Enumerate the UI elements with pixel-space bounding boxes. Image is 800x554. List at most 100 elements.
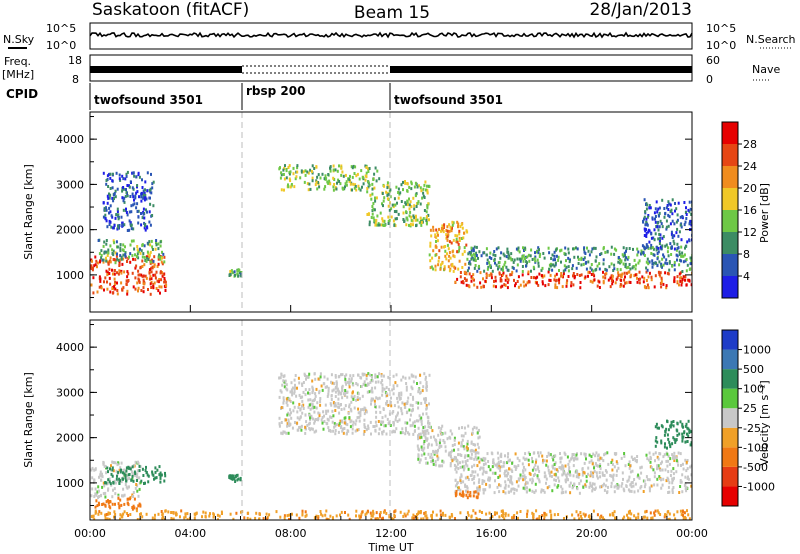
data-cell <box>235 474 238 477</box>
data-cell <box>616 486 619 490</box>
data-cell <box>487 476 490 480</box>
data-cell <box>410 205 413 209</box>
freq-label-line1: Freq. <box>4 55 31 68</box>
data-cell <box>429 228 432 232</box>
data-cell <box>345 382 348 386</box>
data-cell <box>415 215 417 219</box>
data-cell <box>558 269 560 272</box>
data-cell <box>669 242 672 246</box>
time-tick-label: 16:00 <box>475 527 507 540</box>
data-cell <box>417 434 419 438</box>
data-cell <box>367 382 370 386</box>
data-cell <box>629 464 632 468</box>
data-cell <box>538 248 540 252</box>
data-cell <box>599 456 602 460</box>
data-cell <box>584 275 587 279</box>
data-cell <box>112 480 115 484</box>
data-cell <box>527 280 530 283</box>
data-cell <box>637 475 640 479</box>
data-cell <box>653 228 656 232</box>
data-cell <box>501 273 504 277</box>
data-cell <box>131 271 134 275</box>
data-cell <box>628 280 631 284</box>
data-cell <box>294 383 296 387</box>
data-cell <box>482 469 485 473</box>
data-cell <box>686 509 688 513</box>
data-cell <box>604 276 607 280</box>
data-cell <box>531 481 534 485</box>
data-cell <box>418 221 421 225</box>
data-cell <box>287 183 289 187</box>
data-cell <box>457 486 460 490</box>
data-cell <box>553 513 556 517</box>
data-cell <box>371 182 374 186</box>
data-cell <box>126 170 129 174</box>
data-cell <box>97 485 100 489</box>
data-cell <box>508 458 511 462</box>
data-cell <box>599 485 601 489</box>
data-cell <box>464 485 467 489</box>
data-cell <box>611 513 614 517</box>
data-cell <box>512 516 515 520</box>
data-cell <box>139 251 142 255</box>
data-cell <box>525 480 528 484</box>
data-cell <box>606 451 609 455</box>
data-cell <box>122 471 124 475</box>
data-cell <box>116 210 119 214</box>
data-cell <box>566 279 569 283</box>
data-cell <box>653 475 656 479</box>
data-cell <box>447 233 450 237</box>
data-cell <box>439 513 442 517</box>
colorbar-tick-label: 24 <box>743 160 757 173</box>
data-cell <box>451 226 453 230</box>
data-cell <box>151 186 154 190</box>
data-cell <box>414 218 417 222</box>
colorbar-segment <box>722 188 738 210</box>
data-cell <box>463 426 466 430</box>
data-cell <box>473 457 476 461</box>
data-cell <box>141 255 144 259</box>
data-cell <box>280 390 283 394</box>
data-cell <box>464 476 467 480</box>
velocity-yaxis-label: Slant Range [km] <box>22 372 35 468</box>
data-cell <box>151 516 154 520</box>
data-cell <box>340 510 343 514</box>
data-cell <box>491 471 494 475</box>
data-cell <box>421 218 424 222</box>
data-cell <box>149 260 152 264</box>
data-cell <box>107 251 110 255</box>
data-cell <box>469 449 472 453</box>
data-cell <box>186 512 189 516</box>
data-cell <box>100 256 103 260</box>
data-cell <box>409 393 412 396</box>
data-cell <box>387 222 390 225</box>
data-cell <box>304 413 307 417</box>
data-cell <box>651 259 654 263</box>
data-cell <box>381 386 384 390</box>
data-cell <box>540 490 543 494</box>
data-cell <box>478 435 481 439</box>
data-cell <box>468 494 471 497</box>
data-cell <box>432 510 434 514</box>
data-cell <box>473 475 476 478</box>
data-cell <box>323 382 326 386</box>
data-cell <box>477 256 479 260</box>
data-cell <box>451 432 454 436</box>
data-cell <box>424 401 427 404</box>
data-cell <box>103 288 105 292</box>
data-cell <box>399 191 402 195</box>
data-cell <box>427 416 430 420</box>
data-cell <box>402 218 405 221</box>
data-cell <box>673 279 676 283</box>
data-cell <box>675 438 678 442</box>
data-cell <box>522 470 525 474</box>
data-cell <box>280 406 283 409</box>
data-cell <box>518 459 521 463</box>
data-cell <box>506 286 509 290</box>
data-cell <box>562 465 565 469</box>
data-cell <box>656 252 659 255</box>
data-cell <box>444 245 447 248</box>
data-cell <box>463 464 466 468</box>
data-cell <box>132 464 135 467</box>
data-cell <box>411 387 414 391</box>
